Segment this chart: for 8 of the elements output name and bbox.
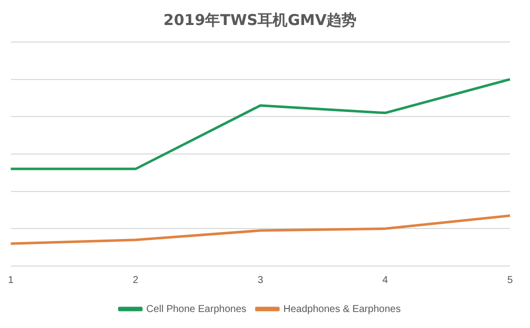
x-tick-label: 1 bbox=[8, 274, 14, 286]
x-tick-label: 2 bbox=[132, 274, 139, 286]
legend-label: Cell Phone Earphones bbox=[146, 304, 246, 315]
x-tick-label: 4 bbox=[382, 274, 388, 286]
x-tick-label: 5 bbox=[507, 274, 514, 286]
x-tick-label: 3 bbox=[258, 274, 264, 286]
legend-label: Headphones & Earphones bbox=[283, 304, 401, 315]
chart-title: 2019年TWS耳机GMV趋势 bbox=[163, 10, 357, 29]
